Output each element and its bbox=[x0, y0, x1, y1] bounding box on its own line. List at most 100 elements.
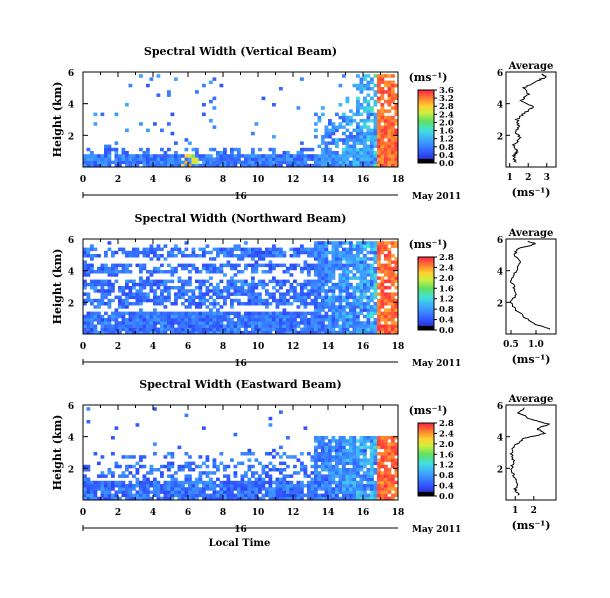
heatmap-cell bbox=[261, 157, 266, 161]
heatmap-cell bbox=[377, 160, 381, 165]
heatmap-cell bbox=[114, 480, 119, 485]
heatmap-cell bbox=[258, 484, 262, 488]
heatmap-cell bbox=[240, 493, 245, 498]
heatmap-cell bbox=[174, 295, 178, 300]
heatmap-cell bbox=[293, 157, 297, 161]
heatmap-cell bbox=[188, 311, 192, 316]
heatmap-cell bbox=[342, 474, 346, 478]
heatmap-cell bbox=[310, 302, 315, 306]
heatmap-cell bbox=[363, 151, 367, 155]
heatmap-cell bbox=[153, 311, 157, 316]
heatmap-cell bbox=[209, 250, 213, 255]
heatmap-cell bbox=[188, 480, 192, 485]
heatmap-cell bbox=[377, 131, 381, 136]
heatmap-cell bbox=[219, 484, 224, 488]
heatmap-cell bbox=[125, 286, 129, 290]
heatmap-cell bbox=[394, 160, 399, 165]
heatmap-cell bbox=[314, 289, 318, 293]
heatmap-cell bbox=[303, 321, 308, 325]
heatmap-cell bbox=[377, 241, 381, 245]
heatmap-cell bbox=[195, 157, 199, 161]
heatmap-cell bbox=[153, 308, 157, 312]
heatmap-cell bbox=[83, 292, 87, 296]
heatmap-cell bbox=[86, 266, 91, 271]
heatmap-cell bbox=[226, 487, 231, 491]
heatmap-cell bbox=[247, 292, 252, 296]
heatmap-cell bbox=[160, 487, 164, 491]
heatmap-cell bbox=[111, 330, 115, 335]
heatmap-cell bbox=[331, 270, 336, 274]
heatmap-cell bbox=[359, 266, 364, 271]
heatmap-cell bbox=[380, 302, 385, 306]
heatmap-cell bbox=[338, 266, 343, 271]
heatmap-cell bbox=[167, 298, 171, 303]
heatmap-cell bbox=[191, 318, 196, 322]
heatmap-cell bbox=[223, 464, 227, 469]
heatmap-cell bbox=[331, 289, 336, 293]
heatmap-cell bbox=[254, 250, 259, 255]
heatmap-cell bbox=[394, 154, 399, 158]
heatmap-cell bbox=[345, 270, 350, 274]
heatmap-cell bbox=[167, 318, 171, 322]
heatmap-cell bbox=[209, 311, 213, 316]
heatmap-cell bbox=[324, 292, 329, 296]
heatmap-cell bbox=[97, 474, 101, 478]
heatmap-cell bbox=[352, 308, 357, 312]
heatmap-cell bbox=[331, 327, 336, 332]
heatmap-cell bbox=[160, 471, 164, 475]
heatmap-cell bbox=[380, 80, 385, 85]
heatmap-cell bbox=[111, 474, 115, 478]
heatmap-cell bbox=[300, 141, 304, 145]
heatmap-cell bbox=[387, 147, 392, 152]
heatmap-cell bbox=[156, 298, 161, 303]
heatmap-cell bbox=[128, 487, 133, 491]
heatmap-cell bbox=[184, 160, 189, 165]
heatmap-cell bbox=[377, 263, 381, 268]
heatmap-cell bbox=[268, 266, 273, 271]
heatmap-cell bbox=[272, 276, 276, 280]
heatmap-cell bbox=[268, 147, 273, 152]
heatmap-cell bbox=[384, 311, 388, 316]
heatmap-cell bbox=[198, 270, 203, 274]
heatmap-cell bbox=[321, 484, 325, 488]
heatmap-cell bbox=[314, 464, 318, 469]
heatmap-cell bbox=[167, 286, 171, 290]
heatmap-cell bbox=[226, 250, 231, 255]
heatmap-cell bbox=[149, 157, 154, 161]
heatmap-cell bbox=[156, 327, 161, 332]
heatmap-cell bbox=[258, 163, 262, 168]
heatmap-cell bbox=[300, 154, 304, 158]
heatmap-cell bbox=[380, 496, 385, 501]
heatmap-cell bbox=[293, 289, 297, 293]
heatmap-cell bbox=[142, 484, 147, 488]
heatmap-cell bbox=[380, 147, 385, 152]
x-axis-label: Local Time bbox=[209, 538, 271, 549]
heatmap-cell bbox=[125, 282, 129, 287]
heatmap-cell bbox=[321, 157, 325, 161]
heatmap-cell bbox=[209, 477, 213, 482]
heatmap-cell bbox=[139, 154, 143, 158]
heatmap-cell bbox=[177, 289, 182, 293]
heatmap-cell bbox=[104, 263, 108, 268]
colorbar-min-swatch bbox=[418, 159, 434, 163]
heatmap-cell bbox=[335, 112, 339, 117]
heatmap-cell bbox=[174, 330, 178, 335]
heatmap-cell bbox=[387, 318, 392, 322]
heatmap-cell bbox=[338, 83, 343, 88]
heatmap-cell bbox=[254, 458, 259, 462]
heatmap-cell bbox=[349, 286, 353, 290]
heatmap-cell bbox=[380, 244, 385, 248]
heatmap-cell bbox=[205, 279, 210, 284]
heatmap-cell bbox=[342, 439, 346, 443]
heatmap-cell bbox=[90, 279, 94, 284]
heatmap-cell bbox=[384, 474, 388, 478]
heatmap-cell bbox=[342, 330, 346, 335]
heatmap-cell bbox=[359, 112, 364, 117]
heatmap-cell bbox=[223, 160, 227, 165]
heatmap-cell bbox=[153, 302, 157, 306]
colorbar-tick-label: 1.2 bbox=[439, 135, 454, 145]
heatmap-cell bbox=[233, 154, 238, 158]
heatmap-cell bbox=[279, 455, 283, 459]
heatmap-cell bbox=[219, 321, 224, 325]
heatmap-cell bbox=[321, 270, 325, 274]
